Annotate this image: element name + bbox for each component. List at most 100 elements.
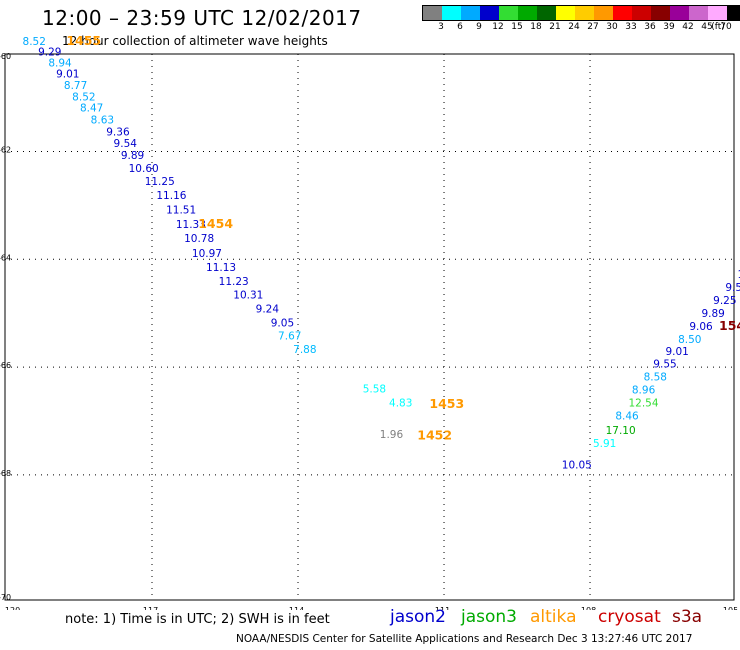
wave-height-value: 9.05 <box>271 318 294 330</box>
longitude-tick-labels: -120 -117 -114 -111 -108 -105 <box>2 606 738 610</box>
wave-height-value: 8.50 <box>678 334 701 346</box>
wave-height-value: 9.89 <box>121 150 144 162</box>
longitude-tick-label: -120 <box>2 606 20 610</box>
color-scale-label: 30 <box>606 22 618 32</box>
wave-height-value: 10.60 <box>129 163 159 175</box>
color-scale-label: 39 <box>663 22 675 32</box>
wave-height-value: 8.46 <box>615 410 639 422</box>
color-swatch <box>537 6 556 20</box>
wave-height-value: 17.10 <box>606 425 636 437</box>
longitude-tick-label: -114 <box>286 606 304 610</box>
color-scale-label: 70 <box>720 22 732 32</box>
color-scale-label: 9 <box>476 22 482 32</box>
wave-height-value: 10.97 <box>192 248 222 260</box>
color-scale-unit: (ft) <box>711 22 725 32</box>
satellite-altika-label: altika <box>530 607 577 627</box>
color-scale-label: 45 <box>701 22 713 32</box>
wave-height-value: 9.01 <box>665 346 688 358</box>
wave-height-value: 8.47 <box>80 103 103 115</box>
color-swatch <box>499 6 518 20</box>
wave-height-value: 10.05 <box>562 459 592 471</box>
color-swatch <box>575 6 594 20</box>
color-swatch <box>461 6 480 20</box>
color-swatch <box>442 6 461 20</box>
longitude-tick-label: -105 <box>720 606 738 610</box>
color-swatch <box>594 6 613 20</box>
color-swatch <box>613 6 632 20</box>
wave-height-value: 8.58 <box>644 372 667 384</box>
wave-height-value: 8.52 <box>72 91 95 103</box>
wave-height-map: -120 -117 -114 -111 -108 -105 -60 -62 -64 -66 -68… <box>0 33 740 610</box>
map-subtitle: 12 hour collection of altimeter wave hei… <box>62 34 328 48</box>
wave-height-value: 11.30 <box>738 269 740 281</box>
wave-height-value: 10.78 <box>184 233 214 245</box>
wave-height-value: 9.01 <box>56 69 79 81</box>
latitude-tick-labels: -60 -62 -64 -66 -68 -70 <box>0 52 11 602</box>
wave-height-value: 7.67 <box>278 331 301 343</box>
color-swatch <box>480 6 499 20</box>
color-swatch <box>556 6 575 20</box>
color-scale-label: 36 <box>644 22 656 32</box>
wave-height-value: 9.29 <box>38 47 61 59</box>
wave-height-value: 5.91 <box>593 438 616 450</box>
color-scale-label: 6 <box>457 22 463 32</box>
latitude-tick-label: -60 <box>0 52 11 61</box>
color-scale-label: 12 <box>492 22 504 32</box>
wave-height-value: 8.77 <box>64 80 87 92</box>
color-scale-label: 18 <box>530 22 542 32</box>
wave-height-value: 11.13 <box>206 262 236 274</box>
map-frame <box>4 53 735 601</box>
wave-height-value: 11.51 <box>166 204 196 216</box>
wave-height-value: 9.25 <box>713 295 736 307</box>
credit-footer: NOAA/NESDIS Center for Satellite Applica… <box>236 633 693 645</box>
color-swatch <box>423 6 442 20</box>
wave-height-value: 8.52 <box>23 36 46 48</box>
latitude-tick-label: -70 <box>0 593 11 602</box>
wave-height-value: 11.23 <box>219 276 249 288</box>
pass-time-label: 1455 <box>66 33 101 48</box>
pass-time-label: 1452 <box>417 427 452 442</box>
color-swatch <box>651 6 670 20</box>
wave-height-value: 4.83 <box>389 397 412 409</box>
color-swatch <box>727 6 740 20</box>
units-note: note: 1) Time is in UTC; 2) SWH is in fe… <box>65 612 330 627</box>
wave-height-value: 1.96 <box>380 429 404 441</box>
longitude-tick-label: -111 <box>432 606 450 610</box>
wave-height-value: 8.94 <box>48 57 72 69</box>
wave-height-value: 11.25 <box>145 176 175 188</box>
wave-height-value: 9.06 <box>689 321 713 333</box>
wave-height-value: 8.63 <box>91 114 114 126</box>
color-scale-label: 27 <box>587 22 599 32</box>
color-scale-label: 21 <box>549 22 561 32</box>
pass-time-label: 1454 <box>198 216 233 231</box>
latitude-tick-label: -64 <box>0 253 11 262</box>
wave-height-value: 10.31 <box>233 290 263 302</box>
wave-height-value: 8.96 <box>632 385 656 397</box>
wave-height-value: 9.89 <box>701 308 724 320</box>
wave-height-observations: 8.529.298.949.018.778.528.478.639.369.54… <box>23 36 740 472</box>
color-scale-label: 3 <box>438 22 444 32</box>
latitude-tick-label: -66 <box>0 361 11 370</box>
color-scale-label: 15 <box>511 22 523 32</box>
satellite-jason2-label: jason2 <box>390 607 446 627</box>
wave-height-value: 9.54 <box>725 282 740 294</box>
pass-time-labels: 1455 1454 1453 1452 1549 <box>66 33 740 443</box>
color-swatch <box>670 6 689 20</box>
wave-height-value: 7.88 <box>293 344 316 356</box>
longitude-tick-label: -117 <box>140 606 158 610</box>
satellite-s3a-label: s3a <box>672 607 703 627</box>
wave-height-value: 9.36 <box>106 126 130 138</box>
graticule <box>5 54 734 600</box>
wave-height-value: 11.33 <box>176 219 206 231</box>
color-scale-label: 42 <box>682 22 694 32</box>
color-scale-legend <box>422 5 740 21</box>
color-swatch <box>708 6 727 20</box>
wave-height-value: 9.54 <box>114 138 138 150</box>
satellite-jason3-label: jason3 <box>461 607 517 627</box>
color-scale-label: 33 <box>625 22 637 32</box>
wave-height-value: 12.54 <box>628 397 658 409</box>
wave-height-value: 9.24 <box>256 304 280 316</box>
color-swatch <box>518 6 537 20</box>
color-swatch <box>689 6 708 20</box>
pass-time-label: 1453 <box>429 396 464 411</box>
